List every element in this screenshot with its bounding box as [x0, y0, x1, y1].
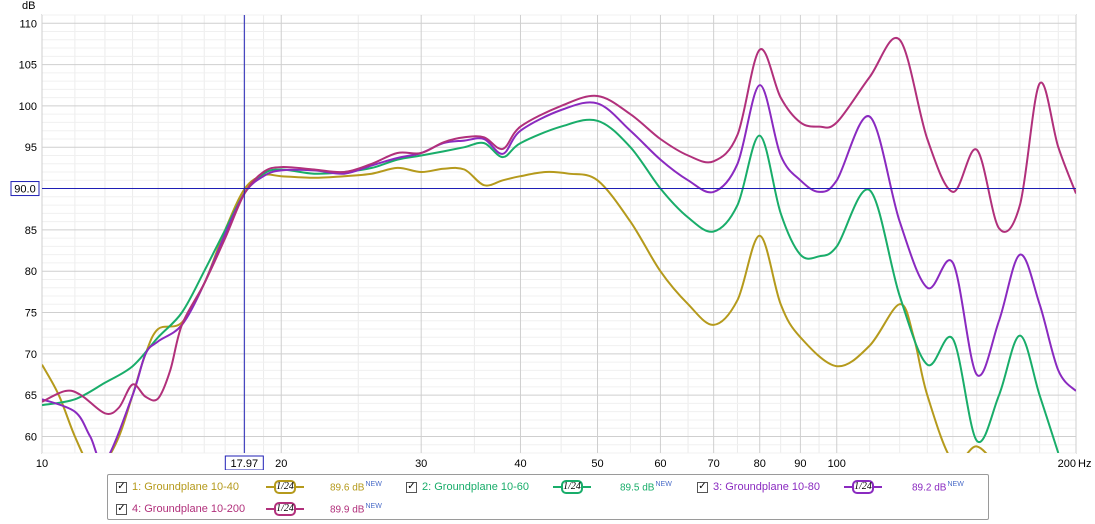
y-tick-label: 75 — [25, 308, 37, 320]
y-axis-label: dB — [22, 0, 35, 12]
series-1-smoothing-control[interactable]: 1/24 — [266, 480, 304, 494]
x-tick-label: 70 — [708, 458, 720, 470]
series-2-smoothing-label: 1/24 — [561, 480, 583, 494]
y-tick-label: 65 — [25, 390, 37, 402]
legend: ✓ 1: Groundplane 10-40 1/24 89.6 dBNEW ✓… — [107, 474, 989, 520]
y-tick-label: 80 — [25, 266, 37, 278]
series-1-name: 1: Groundplane 10-40 — [132, 481, 240, 493]
x-axis-unit-label: Hz — [1078, 458, 1091, 470]
series-3-smoothing-control[interactable]: 1/24 — [844, 480, 882, 494]
series-3-checkbox[interactable]: ✓ — [697, 481, 708, 493]
series-3-new-badge: NEW — [947, 481, 964, 488]
frequency-response-chart[interactable]: 1020304050607080901002006065707580859095… — [0, 0, 1095, 470]
y-tick-label: 110 — [19, 18, 37, 30]
cursor-x-readout-box — [224, 455, 264, 470]
x-tick-label: 90 — [794, 458, 806, 470]
x-tick-label: 100 — [828, 458, 846, 470]
series-2-smoothing-control[interactable]: 1/24 — [553, 480, 591, 494]
x-tick-label: 30 — [415, 458, 427, 470]
series-4-smoothing-control[interactable]: 1/24 — [266, 502, 304, 516]
grid-lines — [41, 14, 1077, 454]
x-tick-label: 40 — [514, 458, 526, 470]
cursor-crosshair[interactable]: 90.0 17.97 — [10, 15, 1076, 470]
legend-item-series-4[interactable]: ✓ 4: Groundplane 10-200 — [116, 500, 245, 518]
x-tick-label: 60 — [654, 458, 666, 470]
series-3-line — [42, 84, 1076, 453]
series-3-level: 89.2 dBNEW — [912, 481, 964, 494]
series-1-level: 89.6 dBNEW — [330, 481, 382, 494]
legend-item-series-1[interactable]: ✓ 1: Groundplane 10-40 — [116, 478, 239, 496]
y-tick-label: 85 — [25, 225, 37, 237]
y-tick-label: 70 — [25, 349, 37, 361]
series-4-level: 89.9 dBNEW — [330, 503, 382, 516]
series-2-line — [42, 118, 1060, 453]
cursor-x-readout: 17.97 — [231, 458, 259, 470]
series-1-checkbox[interactable]: ✓ — [116, 481, 127, 493]
legend-item-series-2[interactable]: ✓ 2: Groundplane 10-60 — [406, 478, 529, 496]
series-4-smoothing-label: 1/24 — [274, 502, 296, 516]
series-4-name: 4: Groundplane 10-200 — [132, 503, 246, 515]
series-4-line — [42, 36, 1076, 415]
series-lines — [42, 36, 1076, 453]
series-4-new-badge: NEW — [365, 503, 382, 510]
cursor-y-readout-box — [10, 181, 40, 197]
series-1-smoothing-label: 1/24 — [274, 480, 296, 494]
axis-tick-labels: 1020304050607080901002006065707580859095… — [19, 18, 1076, 470]
series-1-new-badge: NEW — [365, 481, 382, 488]
x-tick-label: 200 — [1058, 458, 1076, 470]
series-3-smoothing-label: 1/24 — [852, 480, 874, 494]
y-tick-label: 100 — [19, 101, 37, 113]
series-2-level: 89.5 dBNEW — [620, 481, 672, 494]
x-tick-label: 10 — [36, 458, 48, 470]
legend-item-series-3[interactable]: ✓ 3: Groundplane 10-80 — [697, 478, 820, 496]
y-tick-label: 95 — [25, 142, 37, 154]
cursor-y-readout: 90.0 — [14, 184, 35, 196]
series-2-name: 2: Groundplane 10-60 — [422, 481, 530, 493]
x-tick-label: 80 — [754, 458, 766, 470]
y-tick-label: 60 — [25, 431, 37, 443]
series-2-checkbox[interactable]: ✓ — [406, 481, 417, 493]
series-2-new-badge: NEW — [655, 481, 672, 488]
y-tick-label: 105 — [19, 60, 37, 72]
series-3-name: 3: Groundplane 10-80 — [713, 481, 821, 493]
series-4-checkbox[interactable]: ✓ — [116, 503, 127, 515]
x-tick-label: 50 — [591, 458, 603, 470]
x-tick-label: 20 — [275, 458, 287, 470]
